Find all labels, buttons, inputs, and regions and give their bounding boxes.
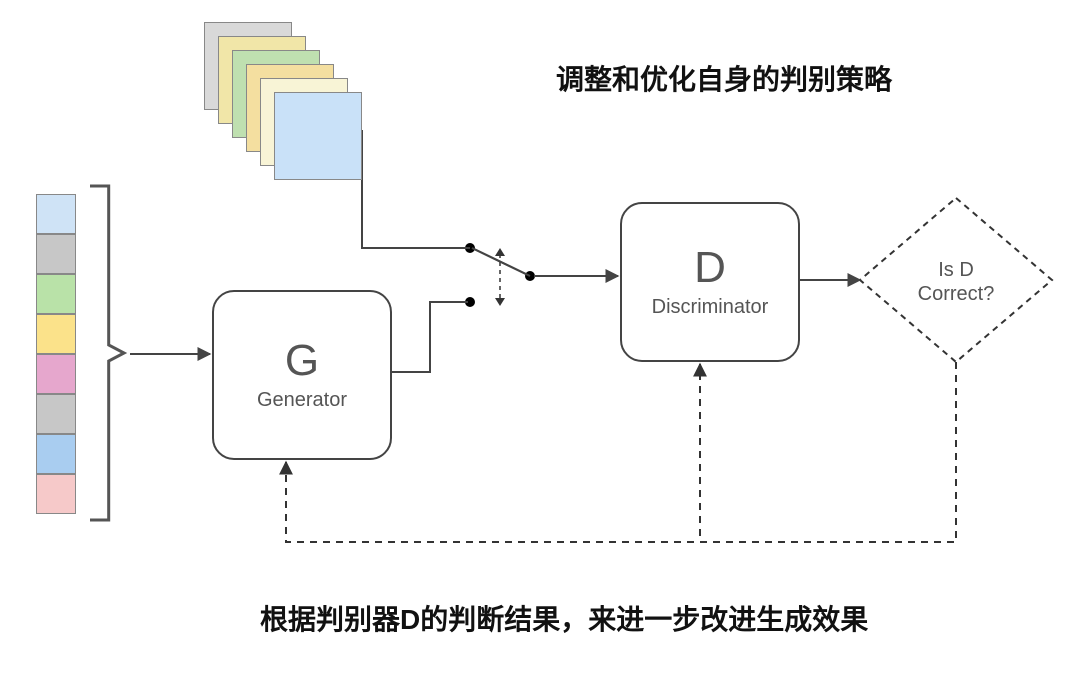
edge-stack-out	[362, 130, 470, 248]
edge-G-out	[392, 302, 468, 372]
caption-top: 调整和优化自身的判别策略	[556, 58, 892, 98]
svg-text:Correct?: Correct?	[918, 283, 995, 305]
diagram-canvas: Is D Correct? 调整和优化自身的判别策略 根据判别器D的判断结果，来…	[0, 0, 1080, 682]
edge-decision-to-D	[700, 362, 956, 542]
noise-cell	[36, 434, 76, 474]
caption-bottom: 根据判别器D的判断结果，来进一步改进生成效果	[260, 598, 868, 638]
generator-letter: G	[285, 339, 319, 383]
switch-icon	[465, 243, 535, 307]
connector-layer: Is D Correct?	[0, 0, 1080, 682]
discriminator-node: D Discriminator	[620, 202, 800, 362]
discriminator-letter: D	[694, 246, 726, 290]
noise-cell	[36, 354, 76, 394]
noise-cell	[36, 314, 76, 354]
generator-node: G Generator	[212, 290, 392, 460]
noise-cell	[36, 234, 76, 274]
decision-diamond: Is D Correct?	[860, 198, 1052, 362]
noise-cell	[36, 194, 76, 234]
generator-label: Generator	[257, 389, 347, 412]
stack-card	[274, 92, 362, 180]
edge-switch-pivot-top	[472, 248, 530, 276]
noise-cell	[36, 394, 76, 434]
noise-cell	[36, 474, 76, 514]
brace-icon	[90, 186, 124, 520]
discriminator-label: Discriminator	[652, 296, 769, 319]
svg-text:Is D: Is D	[938, 259, 974, 281]
noise-cell	[36, 274, 76, 314]
